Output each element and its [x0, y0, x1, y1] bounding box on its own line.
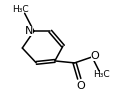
Text: H₃C: H₃C — [93, 70, 110, 79]
Text: H₃C: H₃C — [12, 5, 28, 14]
Text: N: N — [25, 26, 33, 36]
Text: O: O — [76, 81, 85, 91]
Text: O: O — [91, 51, 99, 61]
